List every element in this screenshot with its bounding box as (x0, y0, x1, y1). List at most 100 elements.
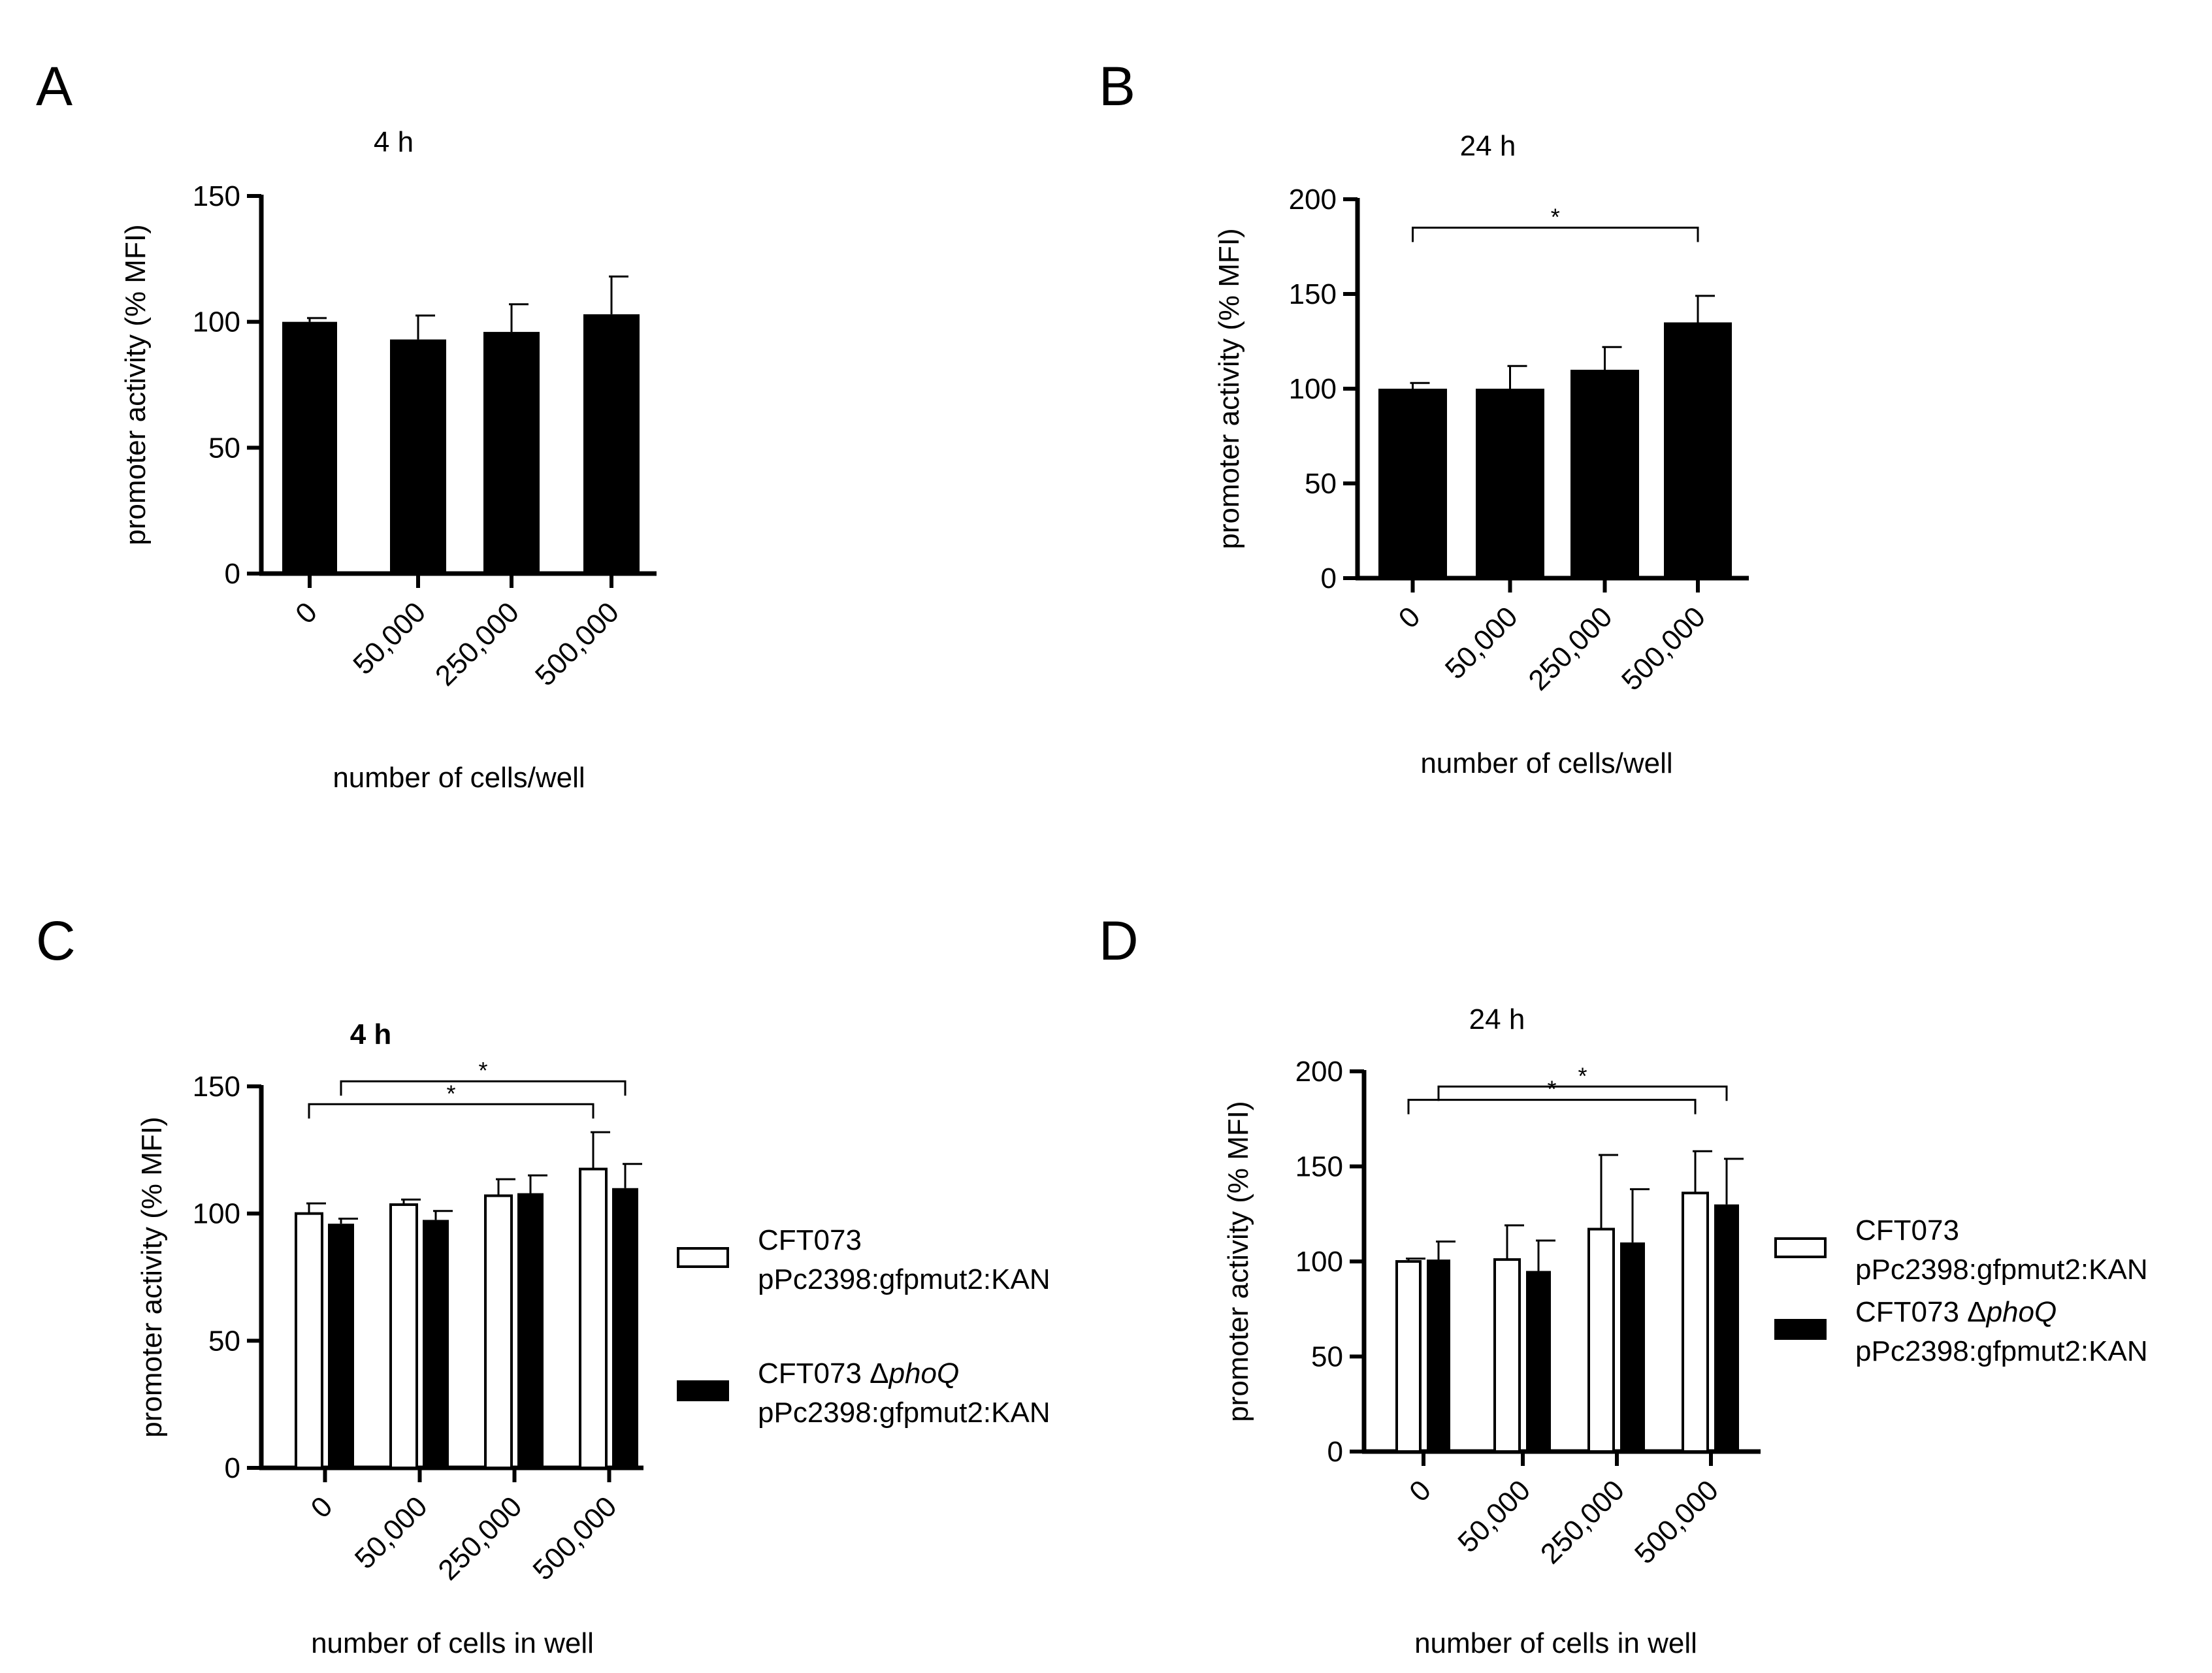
x-tick-label: 500,000 (529, 596, 625, 692)
y-tick-label: 100 (1289, 373, 1337, 405)
bar (1714, 1204, 1739, 1452)
significance-bracket (1407, 1099, 1697, 1114)
legend-swatch (1774, 1237, 1827, 1258)
bar (423, 1220, 449, 1468)
legend-label-line1: CFT073 ΔphoQ (1855, 1296, 2057, 1328)
y-tick-label: 150 (193, 1071, 240, 1103)
legend-swatch (1774, 1319, 1827, 1340)
y-tick-label: 100 (193, 1198, 240, 1230)
legend-label-line2: pPc2398:gfpmut2:KAN (1855, 1254, 2148, 1286)
bar (295, 1212, 323, 1469)
y-axis-label: promoter activity (% MFI) (1213, 228, 1245, 549)
bar (1620, 1242, 1645, 1452)
x-tick-label: 0 (289, 596, 323, 630)
bar (1493, 1258, 1521, 1453)
panel-label: D (1099, 910, 1139, 971)
bar (612, 1188, 638, 1468)
legend-label-line1: CFT073 ΔphoQ (758, 1357, 959, 1389)
bar (1570, 370, 1639, 578)
x-axis-label: number of cells in well (1414, 1627, 1697, 1659)
x-tick-label: 500,000 (527, 1490, 623, 1586)
legend-swatch (677, 1247, 729, 1268)
y-tick-label: 50 (208, 1325, 240, 1357)
bar (1476, 389, 1544, 578)
x-tick-label: 250,000 (432, 1490, 528, 1586)
x-axis-label: number of cells/well (333, 762, 585, 794)
legend-label-prefix: CFT073 Δ (758, 1357, 889, 1389)
y-axis-label: promoter activity (% MFI) (136, 1116, 168, 1437)
legend-label-gene: phoQ (888, 1357, 960, 1389)
x-axis-label: number of cells/well (1420, 747, 1672, 779)
legend-label-line2: pPc2398:gfpmut2:KAN (758, 1263, 1050, 1295)
chart-title: 4 h (350, 1018, 392, 1050)
y-tick-label: 50 (1305, 468, 1337, 500)
chart-title: 24 h (1469, 1003, 1525, 1035)
significance-label: * (1551, 204, 1560, 231)
bar (517, 1193, 544, 1468)
y-tick-label: 150 (1295, 1151, 1343, 1183)
x-tick-label: 250,000 (429, 596, 525, 692)
y-tick-label: 100 (193, 306, 240, 338)
y-tick-label: 50 (208, 432, 240, 464)
y-tick-label: 0 (1321, 562, 1337, 594)
x-tick-label: 50,000 (1452, 1474, 1537, 1559)
y-tick-label: 0 (1327, 1436, 1343, 1468)
y-axis-label: promoter activity (% MFI) (1222, 1101, 1254, 1421)
x-tick-label: 50,000 (1439, 600, 1524, 685)
bar (583, 314, 640, 574)
chart-panel-d: D 24 h promoter activity (% MFI) 0 50 100 150 2… (1099, 910, 2148, 1659)
x-tick-label: 50,000 (347, 596, 432, 681)
chart-title: 4 h (374, 126, 414, 158)
panel-label: A (36, 56, 73, 117)
y-tick-label: 100 (1295, 1246, 1343, 1278)
legend-label-line1: CFT073 (758, 1224, 862, 1256)
legend-label-line2: pPc2398:gfpmut2:KAN (1855, 1335, 2148, 1367)
x-tick-label: 250,000 (1535, 1474, 1631, 1570)
bar (484, 1194, 513, 1469)
bar (483, 332, 540, 574)
legend-swatch (677, 1380, 729, 1401)
bar (1526, 1271, 1551, 1452)
x-tick-label: 500,000 (1629, 1474, 1725, 1570)
panel-label: B (1099, 56, 1135, 117)
significance-bracket (1437, 1085, 1728, 1101)
bar (1427, 1259, 1450, 1452)
significance-label: * (446, 1080, 455, 1107)
significance-bracket (340, 1080, 626, 1096)
legend-label-prefix: CFT073 Δ (1855, 1296, 1987, 1328)
significance-bracket (1412, 227, 1699, 242)
y-axis-label: promoter activity (% MFI) (120, 224, 152, 545)
x-tick-label: 0 (1393, 600, 1427, 634)
bar (282, 321, 337, 574)
bar (1378, 389, 1447, 578)
legend-label-line2: pPc2398:gfpmut2:KAN (758, 1397, 1050, 1429)
y-tick-label: 200 (1295, 1056, 1343, 1088)
legend-label-line1: CFT073 (1855, 1214, 1959, 1246)
x-tick-label: 0 (305, 1490, 339, 1524)
bar (390, 339, 446, 574)
y-tick-label: 0 (225, 558, 240, 590)
x-tick-label: 500,000 (1616, 600, 1712, 696)
significance-label: * (1547, 1076, 1556, 1103)
y-tick-label: 200 (1289, 184, 1337, 216)
legend-label-gene: phoQ (1985, 1296, 2057, 1328)
y-tick-label: 50 (1311, 1341, 1343, 1373)
y-tick-label: 150 (1289, 278, 1337, 310)
significance-label: * (1578, 1062, 1587, 1089)
panel-label: C (36, 910, 76, 971)
x-tick-label: 50,000 (349, 1490, 434, 1575)
y-tick-label: 0 (225, 1452, 240, 1484)
bar (579, 1167, 608, 1469)
x-tick-label: 0 (1403, 1474, 1437, 1508)
bar (1682, 1192, 1709, 1453)
bar (1587, 1227, 1615, 1454)
y-tick-label: 150 (193, 180, 240, 212)
bar (328, 1224, 354, 1468)
bar (389, 1203, 418, 1470)
bar (1664, 322, 1732, 578)
x-tick-label: 250,000 (1522, 600, 1618, 696)
chart-panel-b: B 24 h promoter activity (% MFI) 0 50 100 150 2… (1099, 56, 1749, 779)
